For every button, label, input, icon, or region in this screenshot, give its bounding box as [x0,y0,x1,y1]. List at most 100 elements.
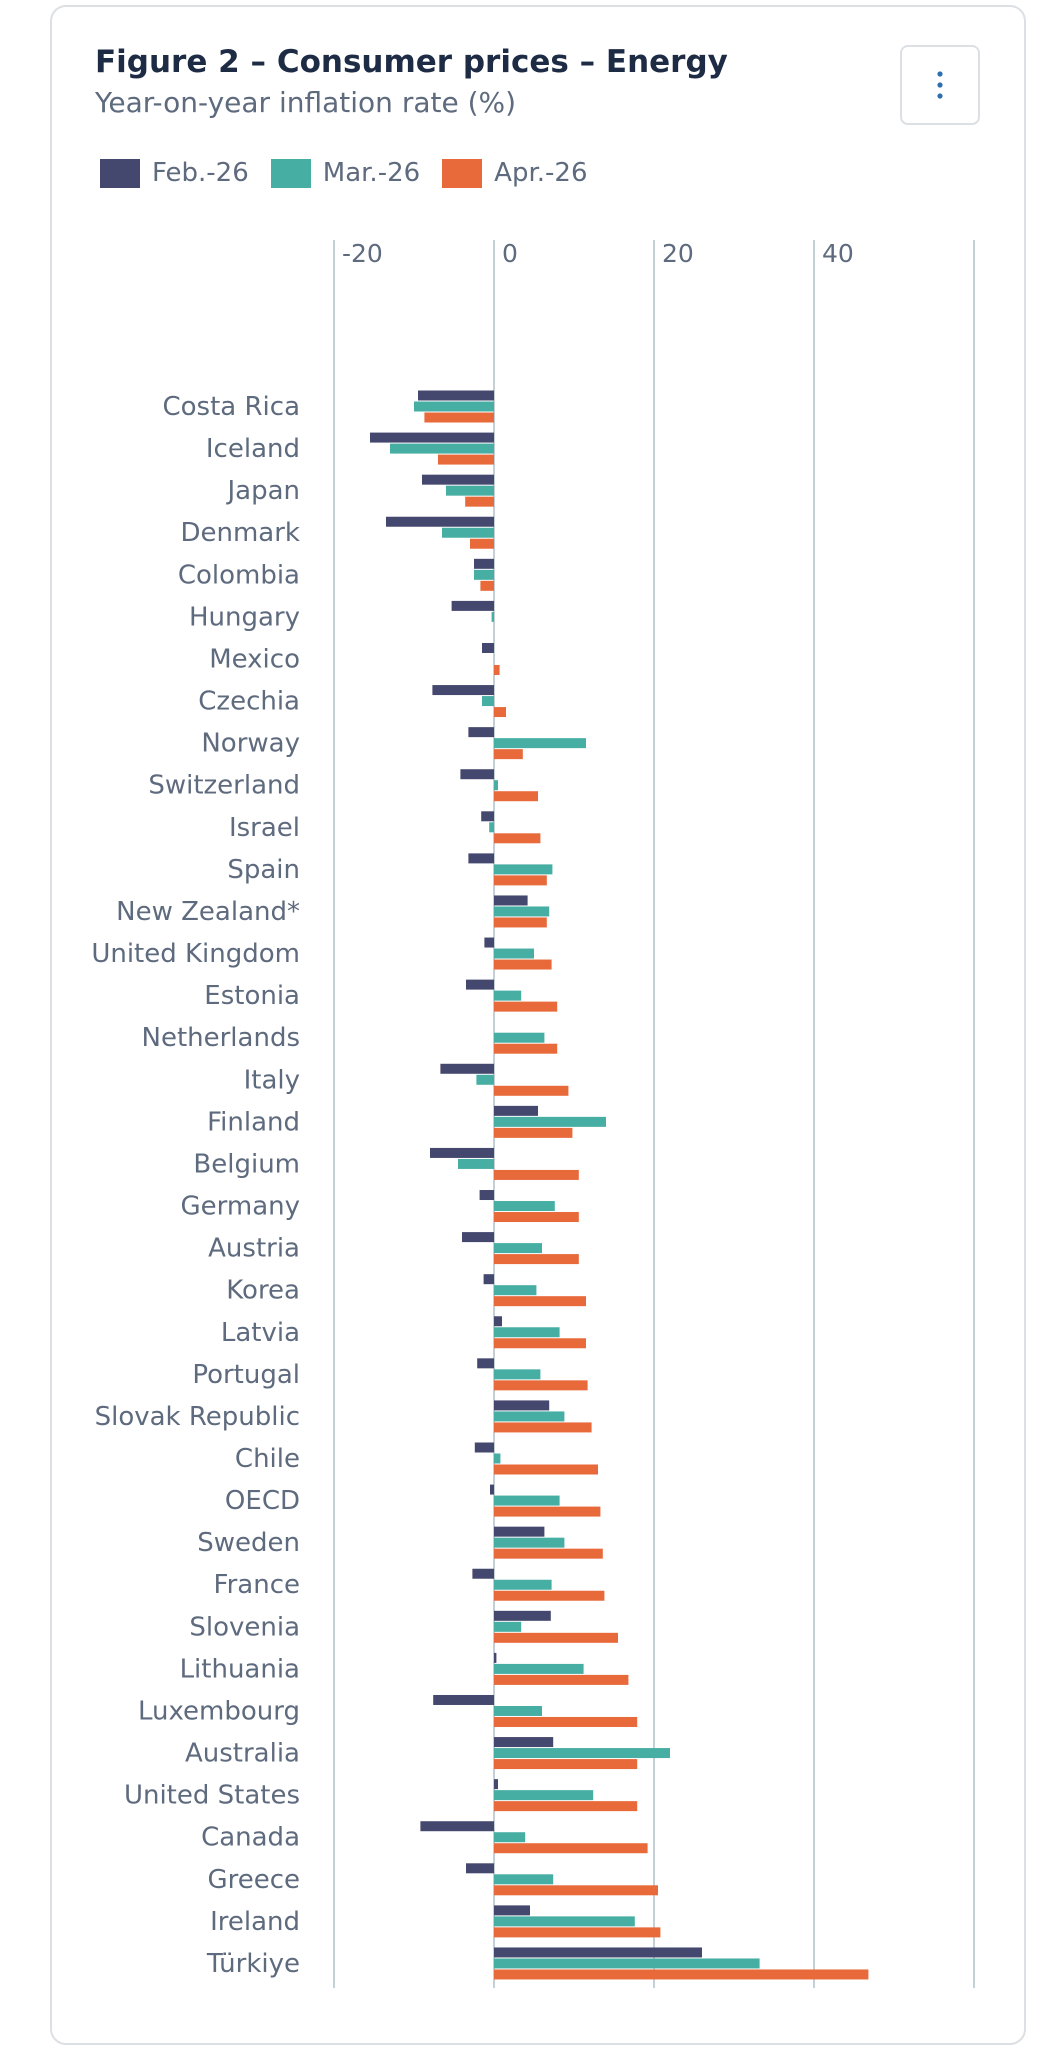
category-label: Greece [207,1865,300,1895]
bar [494,1002,557,1012]
bar [465,497,494,507]
bar [490,1485,494,1495]
bar [494,1759,637,1769]
bar [481,811,494,821]
bar [433,1695,494,1705]
category-label: Finland [207,1107,300,1137]
bar [494,1927,660,1937]
bar [494,1496,560,1506]
bar [494,1243,542,1253]
category-label: Netherlands [142,1023,301,1053]
bar [466,1863,494,1873]
bar [460,769,494,779]
bar [474,570,494,580]
bar [480,1190,494,1200]
bar [446,486,494,496]
bar [494,1117,606,1127]
bar [494,1033,544,1043]
bar [442,528,494,538]
bar [494,1832,525,1842]
bar [494,1706,542,1716]
bar [494,1400,549,1410]
bar [494,1801,637,1811]
bar [480,581,494,591]
bar [494,1044,557,1054]
bar [494,1369,540,1379]
bar [494,749,523,759]
bar [474,559,494,569]
bar [494,1086,568,1096]
bar [494,1465,598,1475]
bar [477,1358,494,1368]
bar [494,1748,670,1758]
bar [494,1664,584,1674]
bar [470,539,494,549]
bar [482,696,494,706]
category-label: Iceland [206,434,300,464]
category-label: Japan [225,476,300,506]
category-label: Estonia [204,981,300,1011]
bar [494,1717,637,1727]
bar [494,1549,603,1559]
bar [494,1779,498,1789]
bar [494,906,549,916]
category-label: Hungary [189,602,300,632]
bar [494,1916,635,1926]
bar [424,413,494,423]
category-label: New Zealand* [116,897,300,927]
bar [484,938,494,948]
category-label: Lithuania [180,1654,300,1684]
bar [458,1159,494,1169]
bar [494,1338,586,1348]
category-label: Chile [235,1444,300,1474]
category-label: Türkiye [206,1949,300,1979]
category-label: Belgium [193,1149,300,1179]
bar [494,949,534,959]
bar [494,1411,564,1421]
bar [494,833,540,843]
bar [472,1569,494,1579]
bar [494,1633,618,1643]
category-label: United Kingdom [91,939,300,969]
category-label: Czechia [198,687,300,717]
bar [494,895,528,905]
x-tick-label: -20 [342,239,383,268]
bar [494,960,552,970]
bar [494,1591,604,1601]
bar [390,444,494,454]
bar [494,1380,588,1390]
bar [432,685,494,695]
category-label: Spain [227,855,300,885]
bar [494,1969,868,1979]
bar [494,1538,564,1548]
category-label: Sweden [197,1528,300,1558]
category-label: Korea [226,1276,300,1306]
bar [494,991,521,1001]
bar [494,707,506,717]
bar [452,601,494,611]
bar [494,791,538,801]
bar [492,612,494,622]
bar [494,1611,551,1621]
bar [494,1285,536,1295]
category-label: Germany [180,1192,300,1222]
bar [494,1653,496,1663]
category-label: Switzerland [148,771,300,801]
bar [494,1790,593,1800]
category-label: Canada [201,1823,300,1853]
bar [494,875,547,885]
bar [494,1947,702,1957]
bar [482,643,494,653]
bar [476,1075,494,1085]
bar [494,1885,658,1895]
bar [494,1454,500,1464]
bar [494,738,586,748]
bar [466,980,494,990]
bar [494,864,552,874]
category-label: OECD [225,1486,300,1516]
category-label: Colombia [178,560,300,590]
bar [494,1507,600,1517]
bar [494,1316,502,1326]
bar [438,455,494,465]
bar [422,475,494,485]
